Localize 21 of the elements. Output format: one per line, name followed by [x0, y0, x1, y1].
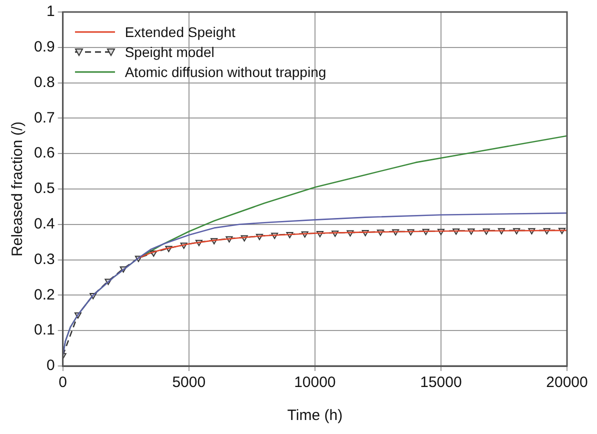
- x-axis-title: Time (h): [287, 407, 343, 424]
- y-axis-title: Released fraction (/): [9, 121, 26, 257]
- y-tick-label: 0.2: [34, 286, 55, 304]
- legend-label: Extended Speight: [124, 24, 236, 40]
- y-tick-label: 0: [46, 357, 55, 374]
- legend-label: Speight model: [124, 44, 214, 60]
- x-tick-label: 10000: [294, 374, 336, 392]
- x-tick-label: 5000: [172, 374, 206, 392]
- y-tick-label: 0.5: [34, 180, 55, 198]
- y-tick-label: 0.1: [34, 322, 55, 339]
- y-tick-label: 1: [46, 3, 55, 20]
- y-tick-label: 0.9: [34, 38, 55, 56]
- y-tick-label: 0.6: [34, 144, 55, 162]
- y-tick-label: 0.3: [34, 250, 55, 268]
- y-tick-label: 0.7: [34, 109, 55, 126]
- x-tick-label: 20000: [546, 374, 588, 392]
- y-tick-label: 0.4: [34, 216, 55, 233]
- x-tick-label: 0: [58, 374, 68, 392]
- y-tick-label: 0.8: [34, 74, 55, 91]
- x-tick-label: 15000: [420, 374, 462, 392]
- legend-label: Atomic diffusion without trapping: [124, 64, 326, 80]
